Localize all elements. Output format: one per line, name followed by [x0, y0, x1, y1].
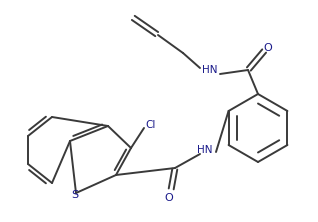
Text: O: O — [165, 193, 173, 203]
Text: S: S — [72, 190, 79, 200]
Text: HN: HN — [202, 65, 218, 75]
Text: Cl: Cl — [146, 120, 156, 130]
Text: HN: HN — [197, 145, 213, 155]
Text: O: O — [264, 43, 273, 53]
